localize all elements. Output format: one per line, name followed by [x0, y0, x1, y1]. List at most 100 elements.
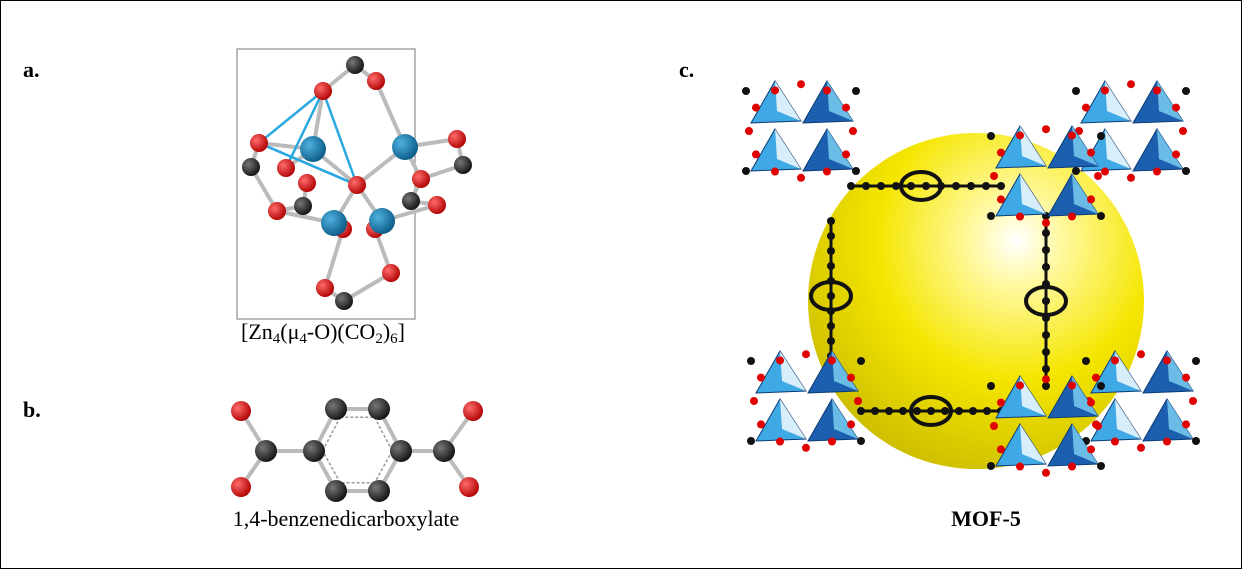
carbon — [742, 87, 750, 95]
atom — [454, 156, 472, 174]
atom — [428, 196, 446, 214]
oxygen — [854, 397, 862, 405]
oxygen — [847, 420, 855, 428]
carbon — [747, 437, 755, 445]
oxygen — [1042, 375, 1050, 383]
oxygen — [1101, 168, 1109, 176]
pore-sphere — [808, 133, 1144, 469]
aromatic-bond — [323, 417, 341, 451]
carbon — [852, 167, 860, 175]
carbon — [857, 437, 865, 445]
oxygen — [1016, 213, 1024, 221]
carbon — [1082, 357, 1090, 365]
oxygen — [802, 444, 810, 452]
carbon — [987, 212, 995, 220]
linker-atom — [967, 182, 975, 190]
atom — [382, 264, 400, 282]
formula-part: [Zn — [241, 319, 273, 344]
atom — [448, 130, 466, 148]
linker-atom — [892, 182, 900, 190]
formula-sub: 6 — [390, 331, 398, 347]
linker-atom — [922, 182, 930, 190]
linker-atom — [955, 407, 963, 415]
oxygen — [1111, 438, 1119, 446]
oxygen — [1042, 219, 1050, 227]
panel-label: c. — [679, 57, 694, 83]
atom — [392, 134, 418, 160]
carbon — [1072, 87, 1080, 95]
oxygen — [1182, 374, 1190, 382]
mof-caption: MOF-5 — [886, 506, 1086, 532]
atom — [231, 401, 251, 421]
linker-atom — [1042, 263, 1050, 271]
oxygen — [1087, 445, 1095, 453]
linker-atom — [969, 407, 977, 415]
oxygen — [745, 127, 753, 135]
oxygen — [1127, 174, 1135, 182]
oxygen — [776, 356, 784, 364]
atom — [242, 158, 260, 176]
carbon — [1182, 87, 1190, 95]
carbon — [857, 357, 865, 365]
oxygen — [1153, 168, 1161, 176]
oxygen — [1101, 86, 1109, 94]
oxygen — [842, 150, 850, 158]
oxygen — [1042, 469, 1050, 477]
oxygen — [990, 422, 998, 430]
linker-atom — [862, 182, 870, 190]
oxygen — [1189, 397, 1197, 405]
panel-label: a. — [23, 57, 40, 83]
carbon — [1097, 212, 1105, 220]
atom — [463, 401, 483, 421]
formula-sub: 4 — [299, 331, 307, 347]
oxygen — [1068, 131, 1076, 139]
oxygen — [1127, 80, 1135, 88]
oxygen — [828, 438, 836, 446]
linker-atom — [1042, 229, 1050, 237]
atom — [433, 440, 455, 462]
carbon — [1182, 167, 1190, 175]
atom — [390, 440, 412, 462]
oxygen — [776, 438, 784, 446]
figure: a. b. c. [Zn4(μ4-O)(CO2)6] 1,4-benzenedi… — [0, 0, 1242, 569]
oxygen — [1068, 463, 1076, 471]
carbon — [1192, 437, 1200, 445]
oxygen — [1068, 381, 1076, 389]
carbon — [1097, 382, 1105, 390]
linker-atom — [827, 292, 835, 300]
oxygen — [1182, 420, 1190, 428]
oxygen — [1087, 195, 1095, 203]
oxygen — [849, 127, 857, 135]
aromatic-bond — [375, 417, 393, 451]
illustrations — [1, 1, 1241, 568]
oxygen — [752, 150, 760, 158]
oxygen — [1087, 149, 1095, 157]
formula-caption: [Zn4(μ4-O)(CO2)6] — [223, 319, 423, 348]
oxygen — [842, 104, 850, 112]
atom — [368, 398, 390, 420]
carbon — [987, 382, 995, 390]
oxygen — [1137, 350, 1145, 358]
atom — [250, 134, 268, 152]
oxygen — [1172, 104, 1180, 112]
linker-atom — [827, 262, 835, 270]
atom — [303, 440, 325, 462]
atom — [300, 136, 326, 162]
oxygen — [997, 149, 1005, 157]
linker-atom — [827, 217, 835, 225]
oxygen — [828, 356, 836, 364]
oxygen — [997, 399, 1005, 407]
oxygen — [990, 172, 998, 180]
oxygen — [771, 168, 779, 176]
panel-label: b. — [23, 397, 41, 423]
linker-atom — [927, 407, 935, 415]
linker-atom — [997, 182, 1005, 190]
atom — [368, 480, 390, 502]
oxygen — [847, 374, 855, 382]
oxygen — [1082, 104, 1090, 112]
linker-atom — [885, 407, 893, 415]
atom — [402, 192, 420, 210]
formula-sub: 2 — [375, 331, 383, 347]
linker-atom — [1042, 365, 1050, 373]
linker-atom — [907, 182, 915, 190]
